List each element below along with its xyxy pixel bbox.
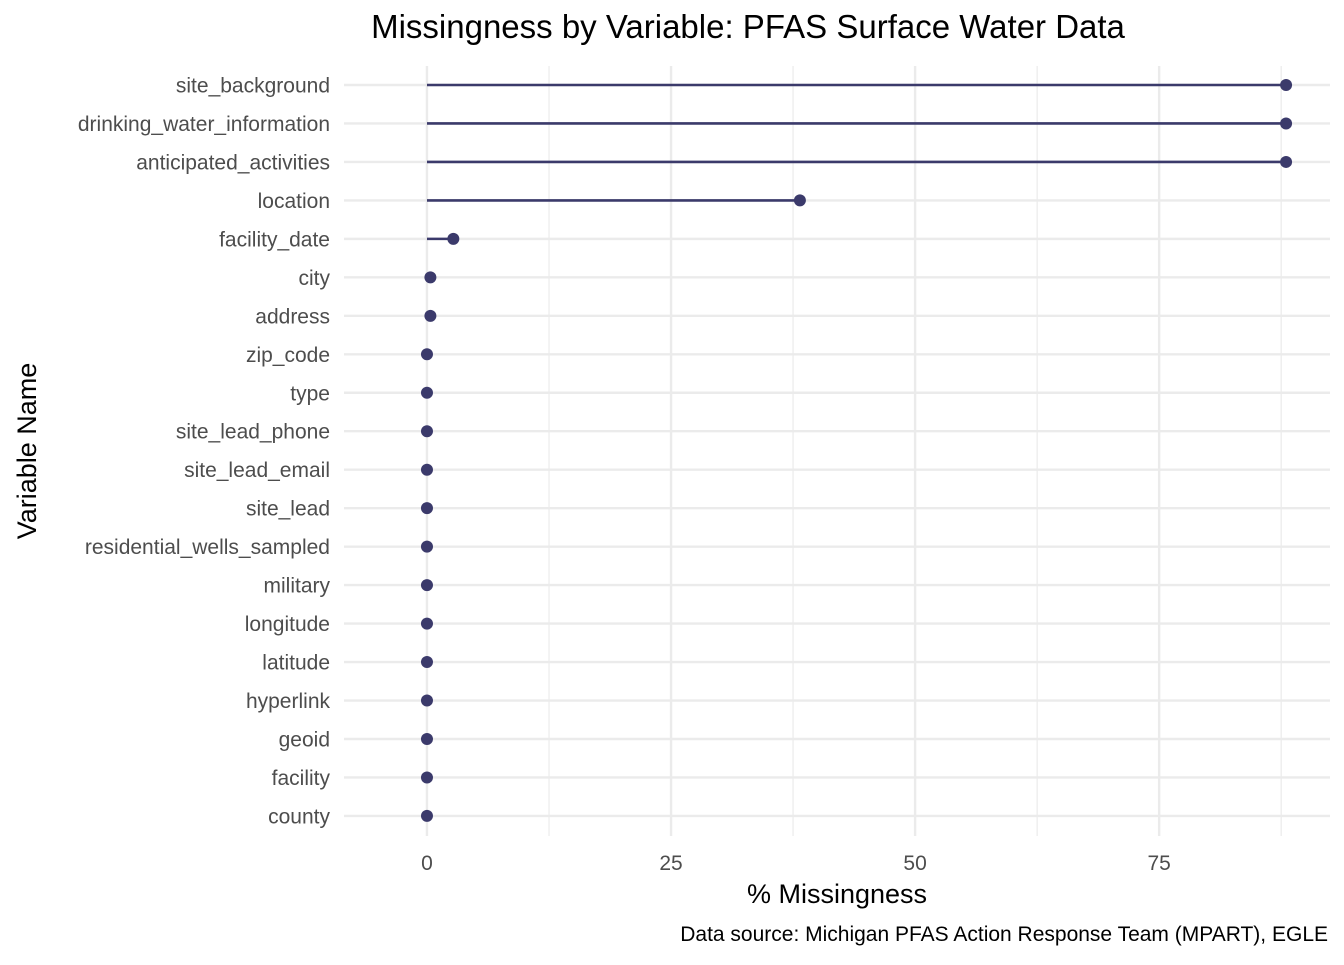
y-tick-label: site_lead_phone [176,421,330,444]
y-tick-label: location [258,190,330,213]
lollipop-point [424,271,437,284]
lollipop-point [447,232,460,245]
y-tick-label: residential_wells_sampled [85,536,330,559]
stem-layer [426,83,1287,241]
lollipop-point [1280,155,1293,168]
lollipop-point [420,463,433,476]
lollipop-point [1280,117,1293,130]
y-tick-label: military [264,575,331,598]
lollipop-point [1280,79,1293,91]
y-axis-title: Variable Name [12,363,42,540]
chart-title: Missingness by Variable: PFAS Surface Wa… [371,8,1125,45]
y-tick-label: type [290,382,330,405]
x-tick-labels: 0 25 50 75 [421,852,1171,875]
x-tick-label: 50 [903,852,926,875]
y-tick-label: site_lead_email [184,459,330,482]
y-tick-label: zip_code [246,344,330,367]
x-axis-title: % Missingness [747,879,927,909]
lollipop-point [420,656,433,669]
point-layer [420,79,1293,822]
grid-layer [344,66,1330,836]
x-tick-label: 75 [1147,852,1170,875]
y-tick-label: city [299,267,331,290]
y-tick-label: longitude [245,613,330,636]
y-tick-label: hyperlink [246,690,331,713]
lollipop-point [420,579,433,592]
y-tick-label: geoid [279,728,330,751]
lollipop-point [420,617,433,630]
y-tick-label: latitude [262,652,330,675]
y-tick-label: facility_date [219,228,330,251]
lollipop-point [420,348,433,361]
lollipop-point [420,694,433,707]
lollipop-point [420,771,433,784]
y-tick-label: anticipated_activities [136,151,330,174]
y-tick-label: site_background [176,75,330,98]
y-tick-label: drinking_water_information [78,113,330,136]
chart-caption: Data source: Michigan PFAS Action Respon… [680,923,1328,946]
x-tick-label: 0 [421,852,433,875]
lollipop-point [420,502,433,515]
y-tick-label: site_lead [246,498,330,521]
lollipop-point [420,809,433,822]
y-tick-labels: site_background drinking_water_informatio… [78,75,331,829]
lollipop-point [420,732,433,745]
lollipop-point [793,194,806,207]
lollipop-point [420,540,433,553]
x-tick-label: 25 [659,852,682,875]
y-tick-label: facility [272,767,331,790]
lollipop-point [420,386,433,399]
y-tick-label: address [255,305,330,328]
y-tick-label: county [268,805,330,828]
lollipop-point [420,425,433,438]
lollipop-point [424,309,437,322]
